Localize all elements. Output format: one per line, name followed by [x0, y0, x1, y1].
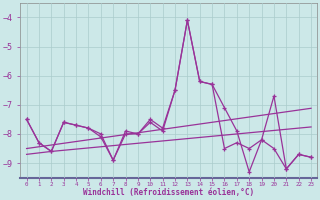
X-axis label: Windchill (Refroidissement éolien,°C): Windchill (Refroidissement éolien,°C) — [83, 188, 254, 197]
